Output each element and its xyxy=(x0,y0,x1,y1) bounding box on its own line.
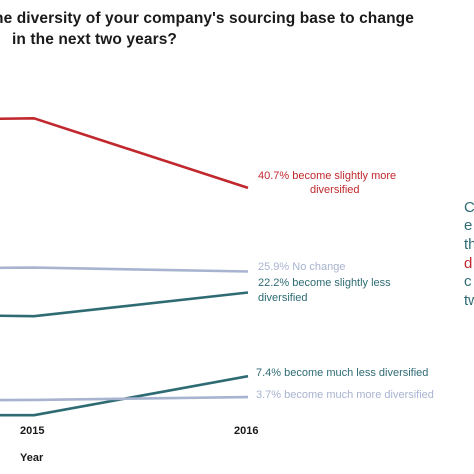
series-line-0 xyxy=(0,117,249,190)
side-text-line-1: C xyxy=(464,199,474,216)
annotation-much-more: 3.7% become much more diversified xyxy=(256,389,434,401)
tick-label-2015: 2015 xyxy=(20,425,45,437)
side-text-line-4: d xyxy=(464,255,473,272)
x-axis-label: Year xyxy=(20,452,44,464)
chart-title-line-1: he diversity of your company's sourcing … xyxy=(0,10,414,27)
chart-title-line-2: in the next two years? xyxy=(12,31,177,48)
series-line-2 xyxy=(0,291,249,318)
series-line-1 xyxy=(0,266,249,273)
tick-label-2016: 2016 xyxy=(234,425,259,437)
annotation-slightly-less-line2: diversified xyxy=(258,292,308,304)
series-line-4 xyxy=(0,395,249,402)
annotation-slightly-more-line2: diversified xyxy=(310,184,360,196)
annotation-slightly-less-line1: 22.2% become slightly less xyxy=(258,277,391,289)
annotation-much-less: 7.4% become much less diversified xyxy=(256,367,429,379)
series-line-3 xyxy=(0,374,249,417)
annotation-no-change: 25.9% No change xyxy=(258,261,346,273)
side-text-line-3: th xyxy=(464,236,474,253)
side-text-line-2: e xyxy=(464,217,473,234)
side-text-line-5: c xyxy=(464,273,472,290)
side-text-line-6: tw xyxy=(464,292,474,309)
annotation-slightly-more-line1: 40.7% become slightly more xyxy=(258,170,397,182)
